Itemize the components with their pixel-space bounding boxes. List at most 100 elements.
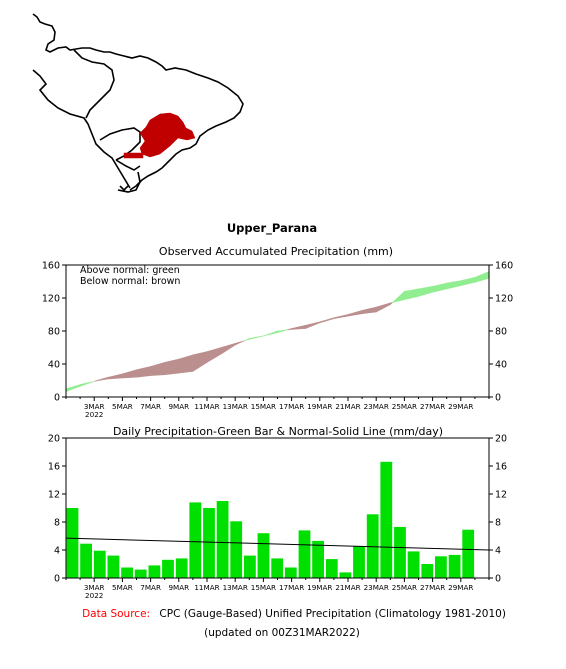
acc-x-tick-label: 19MAR bbox=[307, 402, 332, 411]
accumulated-area-segment bbox=[192, 351, 208, 372]
acc-y-tick-label-left: 160 bbox=[42, 261, 60, 272]
accumulated-area-segment bbox=[319, 317, 335, 324]
data-source-line: Data Source: CPC (Gauge-Based) Unified P… bbox=[82, 608, 506, 620]
daily-bar bbox=[148, 565, 161, 578]
daily-bar bbox=[353, 546, 365, 578]
acc-y-tick-label-left: 80 bbox=[48, 327, 60, 338]
daily-y-tick-label-right: 0 bbox=[495, 574, 501, 585]
daily-bar bbox=[93, 550, 106, 578]
daily-y-tick-label-left: 8 bbox=[54, 518, 60, 529]
daily-x-tick-label: 5MAR bbox=[112, 583, 133, 592]
accumulated-area-segment bbox=[122, 369, 137, 379]
daily-x-tick-label: 11MAR bbox=[194, 583, 219, 592]
daily-y-tick-label-left: 4 bbox=[54, 546, 60, 557]
daily-x-tick-label: 13MAR bbox=[223, 583, 248, 592]
daily-y-tick-label-right: 4 bbox=[495, 546, 501, 557]
daily-bar bbox=[380, 461, 393, 578]
accumulated-area-segment bbox=[389, 301, 394, 306]
accumulated-area-segment bbox=[164, 358, 180, 376]
daily-bar bbox=[339, 572, 352, 578]
accumulated-area-segment bbox=[361, 306, 377, 315]
daily-bar bbox=[435, 556, 447, 578]
accumulated-area-segment bbox=[94, 376, 109, 382]
acc-x-tick-label: 29MAR bbox=[448, 402, 473, 411]
daily-bar bbox=[421, 564, 434, 578]
daily-bar bbox=[325, 559, 338, 578]
daily-bar bbox=[271, 558, 284, 578]
daily-bar bbox=[162, 559, 174, 578]
daily-bar bbox=[175, 558, 188, 578]
daily-plot-frame bbox=[65, 437, 490, 579]
acc-x-tick-label: 21MAR bbox=[335, 402, 360, 411]
acc-x-tick-label: 23MAR bbox=[364, 402, 389, 411]
daily-x-tick-label: 7MAR bbox=[140, 583, 161, 592]
daily-bar bbox=[298, 530, 311, 578]
daily-bar bbox=[448, 554, 461, 578]
daily-bar bbox=[80, 543, 92, 578]
accumulated-area-segment bbox=[305, 321, 321, 329]
accumulated-area-segment bbox=[286, 328, 292, 331]
acc-y-tick-label-right: 80 bbox=[495, 327, 507, 338]
daily-normal-line bbox=[65, 537, 490, 551]
region-highlight bbox=[123, 112, 196, 159]
daily-y-tick-label-left: 20 bbox=[48, 434, 60, 445]
accumulated-axes: 0 0 40 40 80 80 120 120 160 160 3MAR 5MAR 7MAR 9MAR 11… bbox=[42, 261, 513, 420]
accumulated-area-segment bbox=[418, 286, 433, 297]
accumulated-area-segment bbox=[150, 362, 165, 376]
accumulated-area-segment bbox=[347, 310, 363, 317]
acc-x-tick-label: 7MAR bbox=[140, 402, 161, 411]
daily-bar bbox=[462, 529, 475, 578]
daily-chart-title: Daily Precipitation-Green Bar & Normal-S… bbox=[113, 425, 443, 438]
accumulated-area-segment bbox=[244, 337, 250, 341]
inset-map bbox=[32, 13, 244, 193]
updated-note: (updated on 00Z31MAR2022) bbox=[204, 627, 360, 639]
daily-y-tick-label-left: 0 bbox=[54, 574, 60, 585]
accumulated-area-segment bbox=[391, 290, 405, 303]
acc-y-tick-label-right: 120 bbox=[495, 294, 513, 305]
daily-x-tick-label: 27MAR bbox=[420, 583, 445, 592]
accumulated-area-segment bbox=[65, 384, 81, 393]
acc-x-year-label: 2022 bbox=[85, 410, 103, 419]
accumulated-area-segment bbox=[460, 277, 476, 286]
accumulated-area-segment bbox=[404, 288, 419, 300]
accumulated-area-segment bbox=[234, 340, 245, 346]
accumulated-chart-title: Observed Accumulated Precipitation (mm) bbox=[159, 245, 393, 258]
daily-bars bbox=[66, 461, 475, 578]
daily-x-tick-label: 29MAR bbox=[448, 583, 473, 592]
daily-bar bbox=[203, 508, 215, 578]
accumulated-area-segment bbox=[220, 343, 236, 355]
daily-y-tick-label-right: 12 bbox=[495, 490, 507, 501]
accumulated-area-segment bbox=[79, 381, 95, 387]
daily-axes: 0 0 4 4 8 8 12 12 16 16 20 20 3MAR 5MAR 7MAR 9MAR 11MAR 1… bbox=[48, 434, 507, 601]
daily-bar bbox=[244, 555, 256, 578]
accumulated-area-segment bbox=[333, 314, 349, 319]
daily-y-tick-label-right: 8 bbox=[495, 518, 501, 529]
acc-x-tick-label: 25MAR bbox=[392, 402, 417, 411]
data-source-text: CPC (Gauge-Based) Unified Precipitation … bbox=[159, 608, 506, 620]
daily-x-tick-label: 9MAR bbox=[168, 583, 189, 592]
acc-y-tick-label-left: 0 bbox=[54, 393, 60, 404]
data-source-label: Data Source: bbox=[82, 608, 150, 620]
accumulated-area-segment bbox=[136, 366, 151, 378]
acc-y-tick-label-right: 0 bbox=[495, 393, 501, 404]
daily-bar bbox=[134, 569, 147, 578]
accumulated-area-segment bbox=[206, 347, 222, 363]
daily-y-tick-label-left: 16 bbox=[48, 462, 60, 473]
acc-y-tick-label-right: 160 bbox=[495, 261, 513, 272]
map-coastlines bbox=[32, 13, 244, 193]
acc-x-tick-label: 3MAR bbox=[84, 402, 105, 411]
acc-y-tick-label-left: 40 bbox=[48, 360, 60, 371]
daily-bar bbox=[312, 540, 324, 578]
accumulated-area-segment bbox=[108, 373, 123, 380]
above-normal-note: Above normal: green bbox=[80, 265, 180, 276]
accumulated-area-segment bbox=[375, 302, 391, 313]
acc-x-tick-label: 17MAR bbox=[279, 402, 304, 411]
accumulated-area-segment bbox=[446, 280, 462, 290]
daily-x-year-label: 2022 bbox=[85, 591, 103, 600]
daily-bar bbox=[284, 567, 297, 578]
daily-x-tick-label: 19MAR bbox=[307, 583, 332, 592]
daily-bar bbox=[366, 514, 379, 578]
acc-y-tick-label-right: 40 bbox=[495, 360, 507, 371]
daily-precipitation-panel: Daily Precipitation-Green Bar & Normal-S… bbox=[48, 425, 507, 600]
